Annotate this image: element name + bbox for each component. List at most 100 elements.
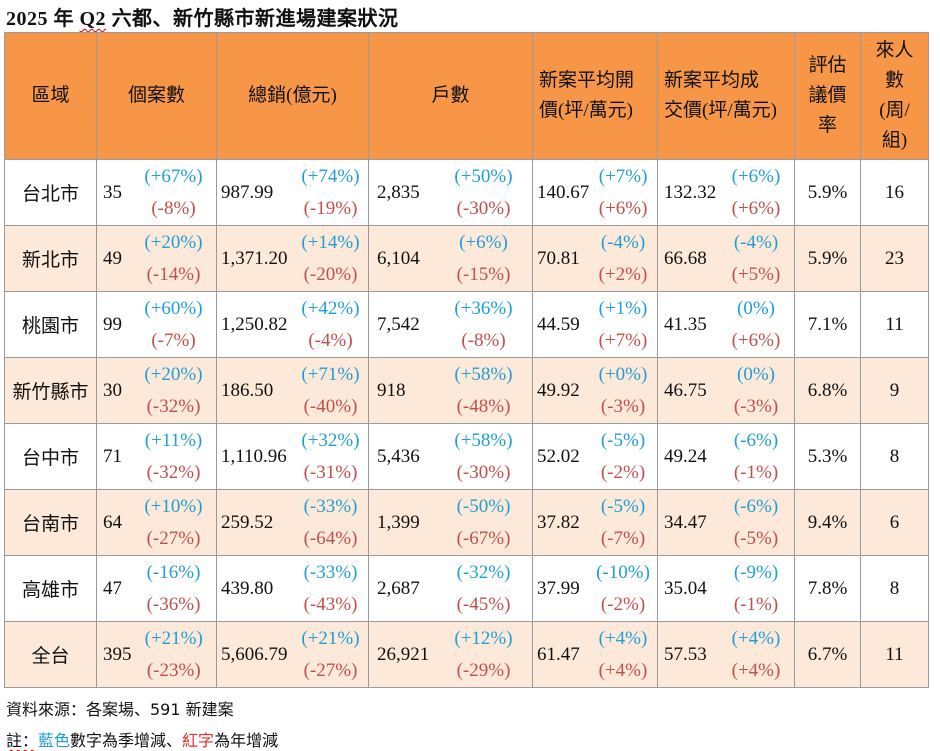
bargain-rate-cell: 9.4%: [794, 489, 861, 556]
bargain-rate-cell: 6.7%: [794, 621, 861, 688]
cases-qoq-change: (+10%): [144, 495, 203, 517]
sales-cell: 987.99 (+74%) (-19%): [216, 159, 369, 226]
deal-yoy-change: (+6%): [731, 197, 781, 219]
open-qoq-change: (-10%): [596, 561, 650, 583]
note-mid: 數字為季增減、: [70, 731, 183, 750]
sales-value: 186.50: [221, 379, 274, 401]
region-cell: 桃園市: [4, 291, 97, 358]
cases-value: 30: [103, 379, 122, 401]
sales-qoq-change: (+71%): [301, 363, 360, 385]
visitors-cell: 16: [860, 159, 929, 226]
open-value: 70.81: [537, 247, 580, 269]
open-value: 37.82: [537, 511, 580, 533]
cases-yoy-change: (-8%): [151, 197, 196, 219]
open-yoy-change: (+7%): [598, 329, 648, 351]
cases-qoq-change: (+20%): [144, 363, 203, 385]
sales-cell: 1,110.96 (+32%) (-31%): [216, 423, 369, 490]
open-qoq-change: (+0%): [598, 363, 648, 385]
units-qoq-change: (+12%): [454, 627, 513, 649]
sales-value: 1,110.96: [221, 445, 287, 467]
bargain-rate-cell: 5.9%: [794, 159, 861, 226]
open-value: 37.99: [537, 577, 580, 599]
units-yoy-change: (-45%): [456, 593, 511, 615]
deal-qoq-change: (+6%): [731, 165, 781, 187]
cases-value: 71: [103, 445, 122, 467]
note-prefix: 註：: [6, 731, 39, 750]
open-cell: 44.59 (+1%) (+7%): [532, 291, 658, 358]
region-cell: 新竹縣市: [4, 357, 97, 424]
sales-yoy-change: (-43%): [303, 593, 358, 615]
open-cell: 140.67 (+7%) (+6%): [532, 159, 658, 226]
visitors-cell: 6: [860, 489, 929, 556]
deal-cell: 49.24 (-6%) (-1%): [657, 423, 795, 490]
header-visitors: 來人數 (周/組): [860, 32, 929, 160]
sales-qoq-change: (+74%): [301, 165, 360, 187]
deal-cell: 41.35 (0%) (+6%): [657, 291, 795, 358]
cases-yoy-change: (-14%): [146, 263, 201, 285]
open-value: 52.02: [537, 445, 580, 467]
header-region: 區域: [4, 32, 97, 160]
table-row: 台中市 71 (+11%) (-32%) 1,110.96 (+32%) (-3…: [4, 423, 929, 490]
deal-yoy-change: (-1%): [733, 461, 779, 483]
units-cell: 1,399 (-50%) (-67%): [368, 489, 533, 556]
cases-cell: 35 (+67%) (-8%): [96, 159, 217, 226]
cases-value: 47: [103, 577, 122, 599]
units-qoq-change: (+58%): [454, 363, 513, 385]
sales-qoq-change: (+14%): [301, 231, 360, 253]
open-qoq-change: (+4%): [598, 627, 648, 649]
units-value: 1,399: [377, 511, 420, 533]
deal-yoy-change: (+4%): [731, 659, 781, 681]
cases-yoy-change: (-32%): [146, 461, 201, 483]
region-cell: 新北市: [4, 225, 97, 292]
region-cell: 台中市: [4, 423, 97, 490]
title-suffix: 六都、新竹縣市新進場建案狀況: [106, 8, 399, 30]
header-cases: 個案數: [96, 32, 217, 160]
deal-cell: 35.04 (-9%) (-1%): [657, 555, 795, 622]
sales-value: 1,371.20: [221, 247, 288, 269]
open-yoy-change: (-2%): [600, 593, 646, 615]
visitors-cell: 8: [860, 423, 929, 490]
units-value: 7,542: [377, 313, 420, 335]
bargain-rate-cell: 5.3%: [794, 423, 861, 490]
units-qoq-change: (+36%): [454, 297, 513, 319]
deal-qoq-change: (-4%): [733, 231, 779, 253]
deal-yoy-change: (-5%): [733, 527, 779, 549]
cases-yoy-change: (-27%): [146, 527, 201, 549]
open-qoq-change: (+7%): [598, 165, 648, 187]
table-row: 新竹縣市 30 (+20%) (-32%) 186.50 (+71%) (-40…: [4, 357, 929, 424]
open-cell: 37.99 (-10%) (-2%): [532, 555, 658, 622]
units-cell: 7,542 (+36%) (-8%): [368, 291, 533, 358]
title-quarter: Q2: [79, 8, 107, 30]
sales-qoq-change: (+42%): [301, 297, 360, 319]
table-row: 新北市 49 (+20%) (-14%) 1,371.20 (+14%) (-2…: [4, 225, 929, 292]
bargain-rate-cell: 6.8%: [794, 357, 861, 424]
cases-qoq-change: (+60%): [144, 297, 203, 319]
cases-cell: 71 (+11%) (-32%): [96, 423, 217, 490]
units-cell: 6,104 (+6%) (-15%): [368, 225, 533, 292]
units-value: 6,104: [377, 247, 420, 269]
region-cell: 台南市: [4, 489, 97, 556]
sales-cell: 259.52 (-33%) (-64%): [216, 489, 369, 556]
table-row: 桃園市 99 (+60%) (-7%) 1,250.82 (+42%) (-4%…: [4, 291, 929, 358]
region-cell: 台北市: [4, 159, 97, 226]
sales-value: 987.99: [221, 181, 274, 203]
deal-yoy-change: (-3%): [733, 395, 779, 417]
header-bargain-rate: 評估 議價率: [794, 32, 861, 160]
table-row: 全台 395 (+21%) (-23%) 5,606.79 (+21%) (-2…: [4, 621, 929, 688]
bargain-rate-cell: 5.9%: [794, 225, 861, 292]
table-body: 台北市 35 (+67%) (-8%) 987.99 (+74%) (-19%)…: [4, 159, 929, 688]
units-value: 5,436: [377, 445, 420, 467]
sales-cell: 439.80 (-33%) (-43%): [216, 555, 369, 622]
deal-qoq-change: (+4%): [731, 627, 781, 649]
deal-cell: 132.32 (+6%) (+6%): [657, 159, 795, 226]
region-cell: 全台: [4, 621, 97, 688]
units-yoy-change: (-30%): [456, 197, 511, 219]
open-value: 61.47: [537, 643, 580, 665]
sales-yoy-change: (-19%): [303, 197, 358, 219]
open-cell: 49.92 (+0%) (-3%): [532, 357, 658, 424]
cases-value: 99: [103, 313, 122, 335]
cases-cell: 47 (-16%) (-36%): [96, 555, 217, 622]
open-yoy-change: (-2%): [600, 461, 646, 483]
cases-yoy-change: (-23%): [146, 659, 201, 681]
deal-cell: 34.47 (-6%) (-5%): [657, 489, 795, 556]
